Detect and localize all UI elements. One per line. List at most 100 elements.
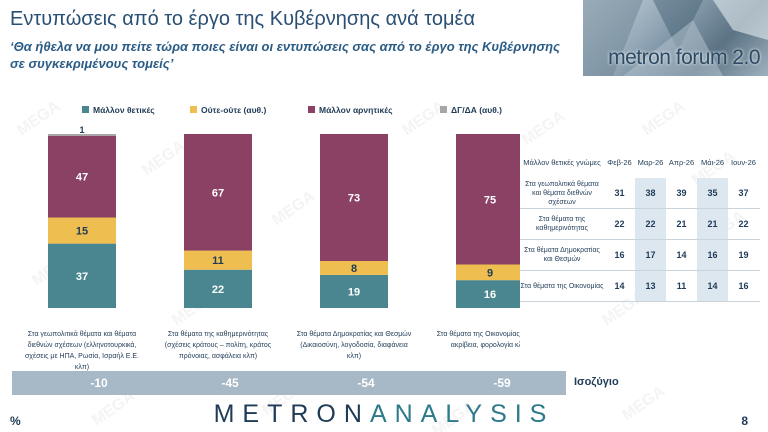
bar-segment xyxy=(48,217,116,244)
bar-segment xyxy=(48,134,116,136)
category-label: Στα θέματα της καθημερινότητας xyxy=(168,330,269,338)
table-cell: 22 xyxy=(738,219,749,229)
table-cell: 22 xyxy=(614,219,625,229)
data-label: 16 xyxy=(484,289,496,301)
balance-value: -45 xyxy=(221,376,239,390)
data-label: 73 xyxy=(348,193,360,205)
table-cell: 22 xyxy=(635,209,666,239)
category-label: Στα θέματα Δημοκρατίας και Θεσμών xyxy=(297,330,412,338)
balance-value: -10 xyxy=(90,376,108,390)
data-label: 9 xyxy=(487,267,493,279)
brand-logo: metron forum 2.0 xyxy=(583,0,768,76)
table-row: Στα θέματα της Οικονομίας 14 13 11 14 16 xyxy=(520,271,760,302)
table-cell: 37 xyxy=(738,188,749,198)
category-label: σχέσεις με ΗΠΑ, Ρωσία, Ισραήλ Ε.Ε. xyxy=(25,352,139,360)
bar-segment xyxy=(48,243,116,308)
column-header: Φεβ-26 xyxy=(607,158,632,167)
category-label: Στα θέματα της Οικονομίας (μισθοί xyxy=(437,330,520,338)
row-label: Στα θέματα της καθημερινότητας xyxy=(536,216,588,232)
table-cell: 13 xyxy=(635,271,666,301)
page-subtitle: ‘Θα ήθελα να μου πείτε τώρα ποιες είναι … xyxy=(10,39,560,71)
data-label: 1 xyxy=(79,125,84,135)
footer-logo-part2: ANALYSIS xyxy=(369,400,555,428)
legend-swatch xyxy=(82,106,89,113)
bar-segment xyxy=(184,134,252,251)
data-label: 15 xyxy=(76,226,88,238)
footer-logo: METRONANALYSIS xyxy=(0,400,768,429)
bar-segment xyxy=(320,134,388,262)
balance-label: Ισοζύγιο xyxy=(574,376,619,388)
legend-label: Ούτε-ούτε (αυθ.) xyxy=(201,105,267,115)
footer-logo-part1: METRON xyxy=(213,400,370,428)
data-label: 37 xyxy=(76,271,88,283)
table-cell: 35 xyxy=(697,178,728,208)
data-label: 22 xyxy=(212,284,224,296)
column-header: Μαρ-26 xyxy=(637,158,664,167)
data-label: 67 xyxy=(212,187,224,199)
data-label: 19 xyxy=(348,286,360,298)
legend-label: Μάλλον θετικές xyxy=(93,105,155,115)
balance-value: -59 xyxy=(493,376,511,390)
page-number: 8 xyxy=(741,414,748,428)
bar-segment xyxy=(184,250,252,270)
category-label: κλπ) xyxy=(75,364,89,371)
bar-segment xyxy=(320,274,388,308)
table-cell: 17 xyxy=(635,240,666,270)
table-cell: 19 xyxy=(738,250,749,260)
column-header: Απρ-26 xyxy=(668,158,695,167)
balance-bar: -10 -45 -54 -59 xyxy=(12,371,566,395)
data-label: 75 xyxy=(484,194,496,206)
bar-segment xyxy=(456,264,520,281)
data-label: 8 xyxy=(351,263,357,275)
brand-photo-decoration xyxy=(583,0,768,76)
table-cell: 38 xyxy=(635,178,666,208)
table-cell: 39 xyxy=(676,188,687,198)
table-cell: 11 xyxy=(676,281,687,291)
page-title: Εντυπώσεις από το έργο της Κυβέρνησης αν… xyxy=(10,8,476,30)
category-label: κλπ) xyxy=(347,353,361,360)
table-cell: 21 xyxy=(676,219,687,229)
legend-label: ΔΓ/ΔΑ (αυθ.) xyxy=(451,105,502,115)
table-cell: 16 xyxy=(697,240,728,270)
legend-label: Μάλλον αρνητικές xyxy=(319,105,393,115)
table-cell: 16 xyxy=(614,250,625,260)
balance-value: -54 xyxy=(357,376,375,390)
stacked-bar-chart: Μάλλον θετικές Ούτε-ούτε (αυθ.) Μάλλον αρν… xyxy=(25,105,520,371)
legend-swatch xyxy=(308,106,315,113)
row-label: Στα θέματα Δημοκρατίας και Θεσμών xyxy=(524,247,600,263)
trend-table: Μάλλον θετικές γνώμες Φεβ-26 Μαρ-26 Απρ-… xyxy=(520,148,760,302)
watermark-text: MEGA xyxy=(519,107,569,150)
table-cell: 14 xyxy=(676,250,687,260)
bar-segment xyxy=(456,134,520,265)
legend-swatch xyxy=(440,106,447,113)
category-label: Στα γεωπολιτικά θέματα και θέματα xyxy=(28,330,136,338)
bar-segment xyxy=(184,269,252,308)
category-label: διεθνών σχέσεων (ελληνοτουρκικά, xyxy=(28,341,137,349)
row-label: Στα γεωπολιτικά θέματα και θέματα διεθνώ… xyxy=(525,180,599,206)
table-row: Στα γεωπολιτικά θέματα και θέματα διεθνώ… xyxy=(520,178,760,209)
brand-text: metron forum 2.0 xyxy=(608,46,760,69)
data-label: 47 xyxy=(76,172,88,184)
table-row: Στα θέματα Δημοκρατίας και Θεσμών 16 17 … xyxy=(520,240,760,271)
row-label: Στα θέματα της Οικονομίας xyxy=(520,282,604,290)
category-label: πρόνοιας, ασφάλεια κλπ) xyxy=(179,352,257,360)
column-header: Μάι-26 xyxy=(700,158,725,167)
bar-segment xyxy=(456,280,520,308)
bar-segment xyxy=(320,261,388,275)
table-cell: 14 xyxy=(697,271,728,301)
table-header-label: Μάλλον θετικές γνώμες xyxy=(523,158,601,167)
table-cell: 14 xyxy=(614,281,625,291)
bar-segment xyxy=(48,135,116,218)
table-header: Μάλλον θετικές γνώμες Φεβ-26 Μαρ-26 Απρ-… xyxy=(520,148,760,178)
percent-sign: % xyxy=(10,414,21,428)
legend-swatch xyxy=(190,106,197,113)
category-label: ακρίβεια, φορολογία κλπ) xyxy=(451,341,520,349)
table-cell: 16 xyxy=(738,281,749,291)
table-cell: 21 xyxy=(697,209,728,239)
watermark-text: MEGA xyxy=(639,97,689,140)
category-label: (σχέσεις κράτους – πολίτη, κράτος xyxy=(165,341,272,349)
table-row: Στα θέματα της καθημερινότητας 22 22 21 … xyxy=(520,209,760,240)
category-label: (Δικαιοσύνη, λογοδοσία, διαφάνεια xyxy=(300,341,408,349)
column-header: Ιουν-26 xyxy=(731,158,756,167)
table-cell: 31 xyxy=(614,188,625,198)
